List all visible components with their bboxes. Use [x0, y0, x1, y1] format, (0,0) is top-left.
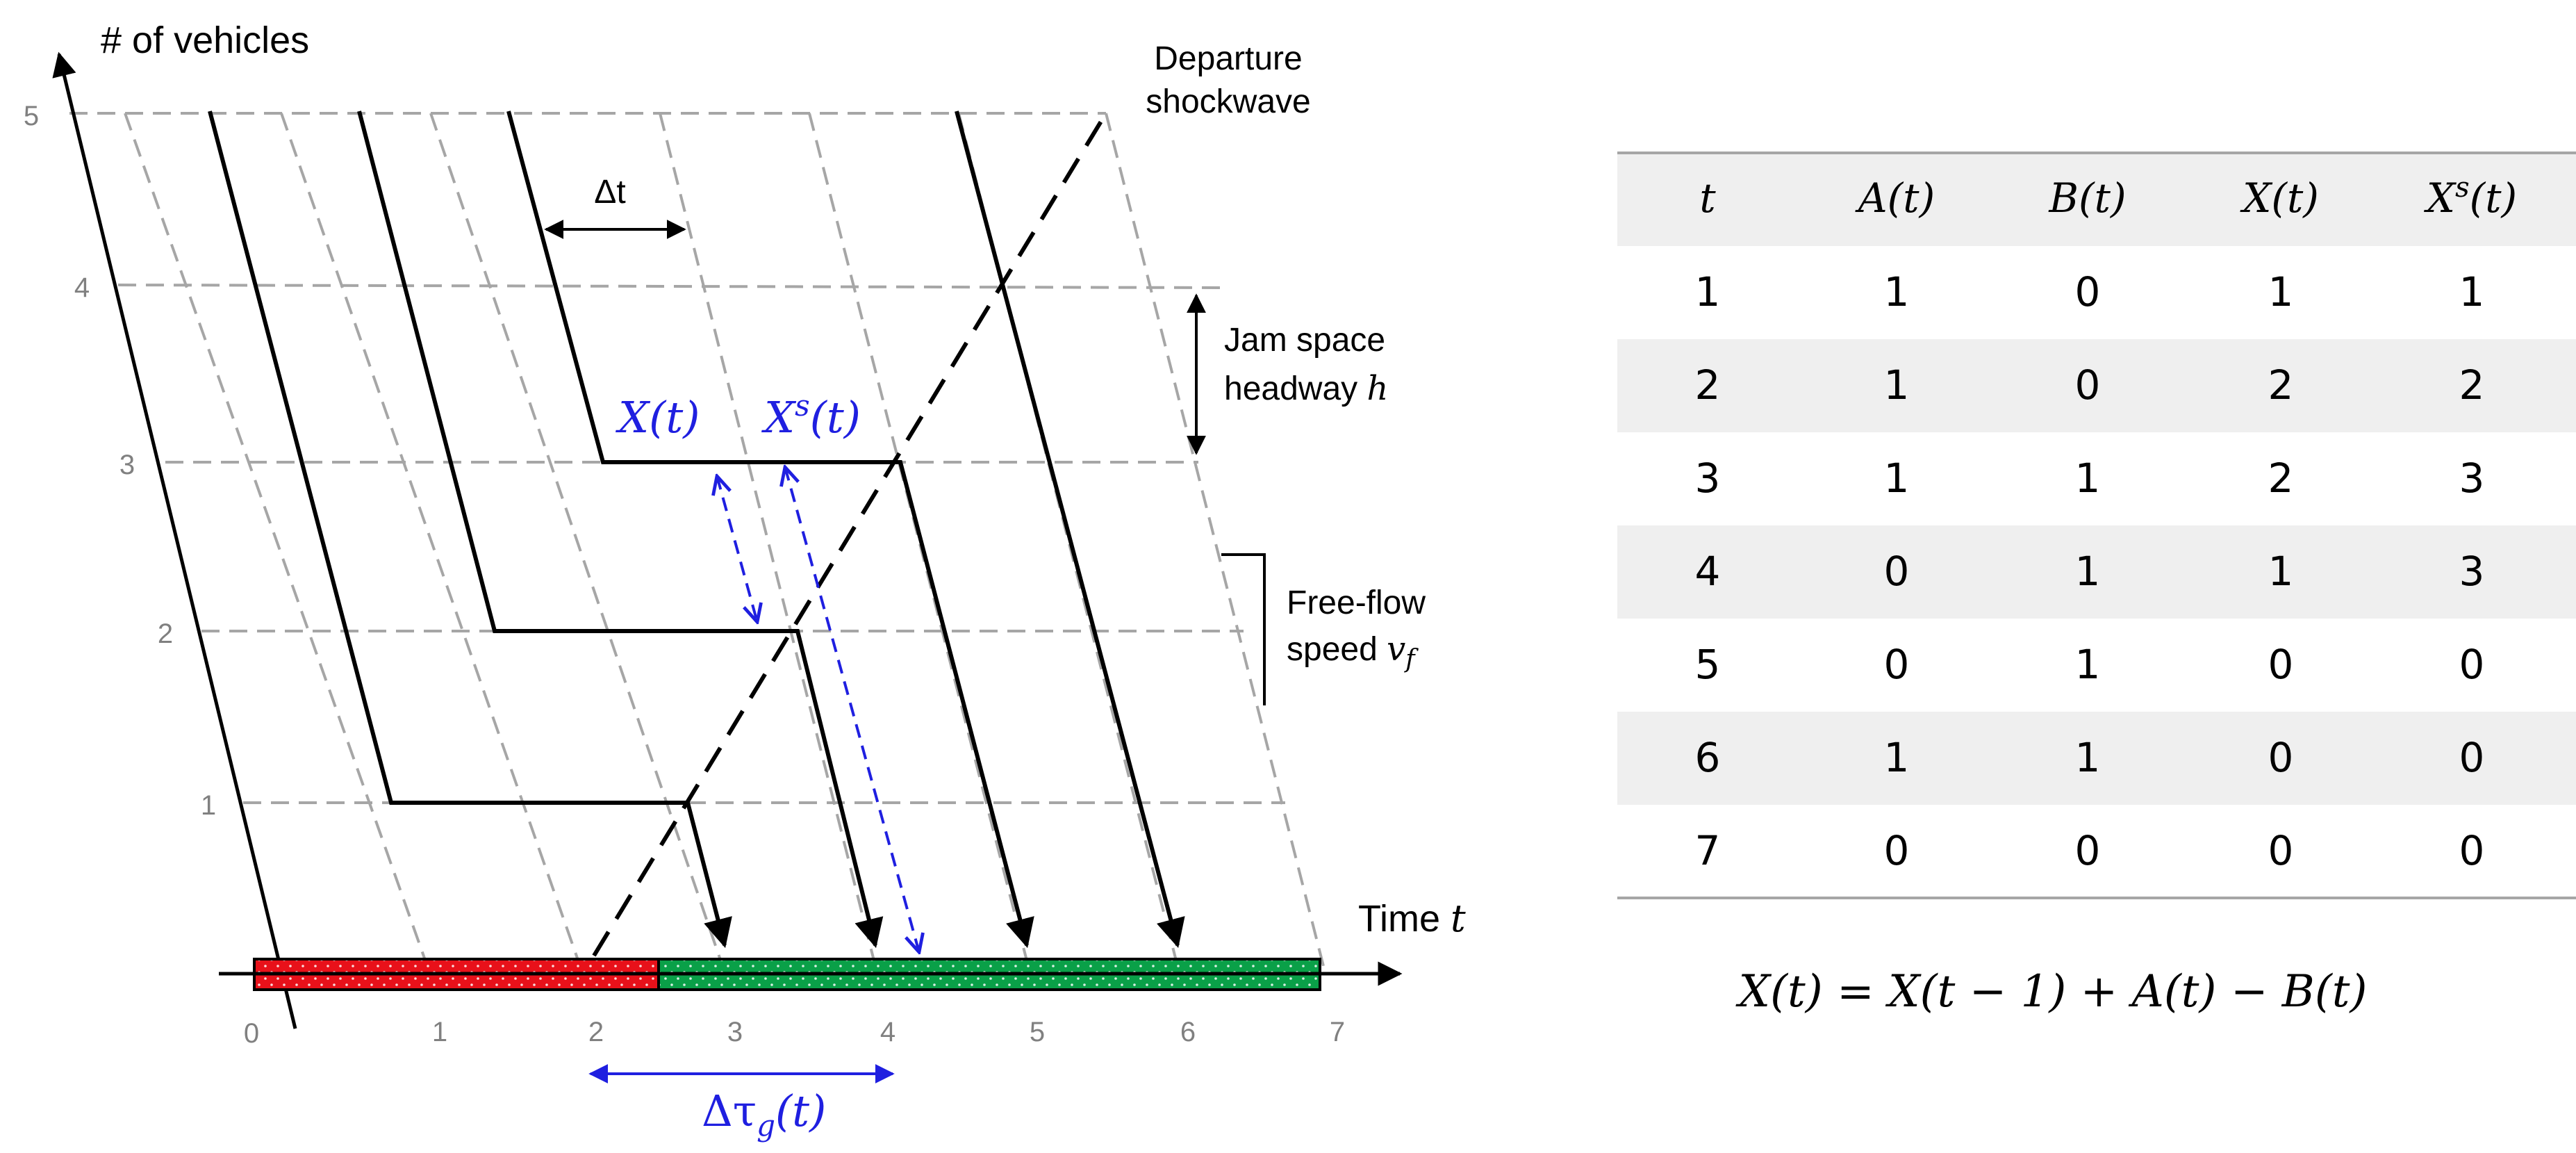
jam-label-line2: headway h — [1224, 369, 1388, 408]
table-cell-xs: 0 — [2459, 734, 2485, 781]
table-cell-b: 1 — [2075, 734, 2101, 781]
x-tick-7: 7 — [1330, 1017, 1345, 1047]
table-cell-xs: 0 — [2459, 641, 2485, 688]
departure-label-line2: shockwave — [1146, 83, 1310, 120]
table-cell-xs: 1 — [2459, 268, 2485, 316]
x-queue-label: X(t) — [616, 392, 700, 443]
table-cell-b: 0 — [2075, 268, 2101, 316]
table-cell-xs: 3 — [2459, 455, 2485, 502]
y-axis-label: # of vehicles — [101, 19, 309, 61]
trajectory-vehicle-3 — [506, 111, 1034, 949]
table-cell-x: 2 — [2268, 361, 2294, 409]
y-tick-labels: 1 2 3 4 5 — [24, 101, 216, 821]
table-header-a: A(t) — [1855, 174, 1935, 222]
state-table: t A(t) B(t) X(t) Xs(t) 1 1 0 1 1 2 1 0 2 2 3 1 1 2 3 4 0… — [1617, 152, 2576, 899]
table-row: 7 0 0 0 0 — [1695, 827, 2485, 874]
green-time-label: Δτg(t) — [702, 1086, 826, 1143]
table-row: 4 0 1 1 3 — [1695, 548, 2485, 595]
x-tick-4: 4 — [880, 1017, 895, 1047]
dt-label: Δt — [594, 174, 625, 211]
table-cell-a: 0 — [1884, 827, 1910, 874]
update-formula: X(t) = X(t − 1) + A(t) − B(t) — [1735, 966, 2368, 1017]
free-flow-label-line1: Free-flow — [1287, 584, 1426, 621]
table-cell-a: 1 — [1884, 268, 1910, 316]
table-header-t: t — [1699, 174, 1716, 222]
table-header-row — [1617, 154, 2576, 246]
x-tick-3: 3 — [727, 1017, 743, 1047]
table-cell-b: 1 — [2075, 641, 2101, 688]
table-cell-t: 4 — [1695, 548, 1721, 595]
trajectory-vehicle-2 — [357, 111, 884, 949]
trajectory-vehicle-1 — [208, 111, 732, 949]
table-body: 1 1 0 1 1 2 1 0 2 2 3 1 1 2 3 4 0 1 1 3 5 0 1 0 0 6 1 1 0 0 7 0 0 0 0 — [1695, 268, 2485, 874]
table-row: 1 1 0 1 1 — [1695, 268, 2485, 316]
departure-shockwave-line — [592, 112, 1108, 957]
x-tick-labels: 0 1 2 3 4 5 6 7 — [244, 1017, 1345, 1049]
table-cell-t: 1 — [1695, 268, 1721, 316]
table-cell-x: 0 — [2268, 827, 2294, 874]
table-cell-b: 0 — [2075, 361, 2101, 409]
freeflow-gridlines — [124, 113, 1325, 967]
y-tick-1: 1 — [201, 790, 216, 821]
table-cell-xs: 0 — [2459, 827, 2485, 874]
queue-xs-arrow — [785, 467, 919, 952]
departure-label-line1: Departure — [1154, 40, 1302, 77]
level-4-gridline — [117, 284, 1230, 289]
y-tick-3: 3 — [119, 450, 135, 480]
table-cell-x: 1 — [2268, 548, 2294, 595]
free-flow-label-line2: speed vf — [1287, 630, 1419, 673]
table-cell-t: 3 — [1695, 455, 1721, 502]
free-flow-bracket — [1221, 553, 1266, 705]
table-cell-a: 1 — [1884, 455, 1910, 502]
x-tick-2: 2 — [588, 1017, 604, 1047]
jam-label-line1: Jam space — [1224, 322, 1385, 359]
x-tick-0: 0 — [244, 1018, 259, 1049]
table-header-b: B(t) — [2048, 174, 2126, 222]
table-cell-a: 1 — [1884, 734, 1910, 781]
table-cell-a: 0 — [1884, 641, 1910, 688]
table-header-xs: Xs(t) — [2424, 172, 2517, 222]
table-row: 6 1 1 0 0 — [1695, 734, 2485, 781]
y-tick-5: 5 — [24, 101, 39, 131]
table-cell-x: 2 — [2268, 455, 2294, 502]
trajectory-vehicle-4 — [955, 111, 1185, 949]
x-axis-label: Time t — [1358, 897, 1466, 940]
table-cell-x: 0 — [2268, 641, 2294, 688]
y-axis — [52, 51, 297, 1029]
table-cell-a: 1 — [1884, 361, 1910, 409]
x-tick-1: 1 — [432, 1017, 447, 1047]
table-row: 5 0 1 0 0 — [1695, 641, 2485, 688]
table-cell-xs: 2 — [2459, 361, 2485, 409]
level-gridlines — [69, 112, 1285, 804]
xs-queue-label: Xs(t) — [761, 389, 861, 443]
table-cell-t: 6 — [1695, 734, 1721, 781]
table-cell-b: 0 — [2075, 827, 2101, 874]
table-cell-xs: 3 — [2459, 548, 2485, 595]
table-cell-t: 7 — [1695, 827, 1721, 874]
x-tick-5: 5 — [1030, 1017, 1045, 1047]
table-cell-b: 1 — [2075, 455, 2101, 502]
table-header-x: X(t) — [2240, 174, 2319, 222]
table-row: 2 1 0 2 2 — [1695, 361, 2485, 409]
table-cell-x: 0 — [2268, 734, 2294, 781]
queue-x-arrow — [717, 476, 757, 622]
table-cell-x: 1 — [2268, 268, 2294, 316]
table-cell-t: 2 — [1695, 361, 1721, 409]
table-cell-t: 5 — [1695, 641, 1721, 688]
table-cell-a: 0 — [1884, 548, 1910, 595]
table-row: 3 1 1 2 3 — [1695, 455, 2485, 502]
y-tick-2: 2 — [158, 619, 173, 649]
x-tick-6: 6 — [1180, 1017, 1196, 1047]
table-cell-b: 1 — [2075, 548, 2101, 595]
y-tick-4: 4 — [74, 272, 90, 303]
